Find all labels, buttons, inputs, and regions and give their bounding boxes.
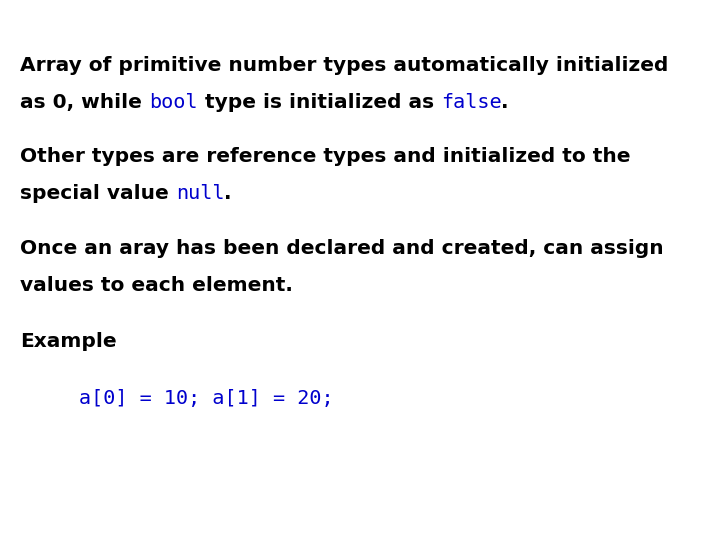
Text: values to each element.: values to each element. [20, 275, 293, 294]
Text: false: false [441, 93, 501, 112]
Text: Other types are reference types and initialized to the: Other types are reference types and init… [20, 147, 631, 166]
Text: type is initialized as: type is initialized as [197, 93, 441, 112]
Text: a[0] = 10; a[1] = 20;: a[0] = 10; a[1] = 20; [79, 389, 334, 408]
Text: bool: bool [149, 93, 197, 112]
Text: Array of primitive number types automatically initialized: Array of primitive number types automati… [20, 56, 669, 75]
Text: special value: special value [20, 184, 176, 202]
Text: null: null [176, 184, 225, 202]
Text: as 0, while: as 0, while [20, 93, 149, 112]
Text: Example: Example [20, 332, 117, 350]
Text: .: . [501, 93, 509, 112]
Text: Once an aray has been declared and created, can assign: Once an aray has been declared and creat… [20, 239, 664, 258]
Text: .: . [225, 184, 232, 202]
